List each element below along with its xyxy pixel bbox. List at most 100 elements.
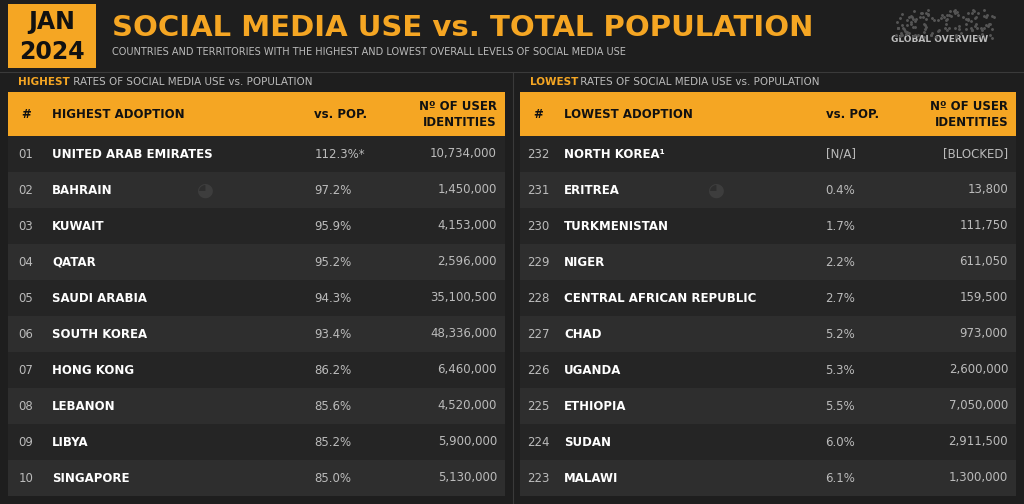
Text: 159,500: 159,500 [959,291,1008,304]
Point [903,20,920,28]
Point [891,32,907,40]
Point [936,13,952,21]
Point [982,20,998,28]
Text: 94.3%: 94.3% [314,291,351,304]
Text: UNITED ARAB EMIRATES: UNITED ARAB EMIRATES [52,148,213,160]
Text: 85.6%: 85.6% [314,400,351,412]
Bar [520,352,1016,388]
Point [966,7,982,15]
Point [918,15,934,23]
Point [949,9,966,17]
Point [893,29,909,37]
Point [902,18,919,26]
Text: SINGAPORE: SINGAPORE [52,472,129,484]
Point [950,12,967,20]
Point [908,16,925,24]
Point [980,22,996,30]
Text: 13,800: 13,800 [968,183,1008,197]
Point [914,9,931,17]
Text: #: # [22,107,31,120]
Point [895,24,911,32]
Bar [520,280,1016,316]
Text: 973,000: 973,000 [959,328,1008,341]
Point [961,15,977,23]
Text: QATAR: QATAR [52,256,96,269]
Text: 4,520,000: 4,520,000 [437,400,497,412]
Text: 97.2%: 97.2% [314,183,351,197]
Text: [N/A]: [N/A] [825,148,856,160]
Point [976,24,992,32]
Point [928,33,944,41]
Text: 0.4%: 0.4% [825,183,855,197]
Point [938,20,954,28]
Text: 230: 230 [527,220,549,232]
Point [912,9,929,17]
Point [909,31,926,39]
Text: 10,734,000: 10,734,000 [430,148,497,160]
Text: 5.3%: 5.3% [825,363,855,376]
Point [976,6,992,14]
Point [915,28,932,36]
Bar [520,92,1016,136]
Point [926,16,942,24]
Text: 85.2%: 85.2% [314,435,351,449]
Point [939,26,955,34]
Text: 6,460,000: 6,460,000 [437,363,497,376]
Point [918,21,934,29]
Bar [8,316,505,352]
Text: HIGHEST: HIGHEST [18,77,70,87]
Point [920,10,936,18]
Text: 01: 01 [18,148,34,160]
Text: 93.4%: 93.4% [314,328,351,341]
Point [959,9,976,17]
Point [906,17,923,25]
Bar [8,172,505,208]
Point [905,23,922,31]
Point [964,9,980,17]
Text: SUDAN: SUDAN [564,435,611,449]
Point [964,26,980,34]
Point [974,30,990,38]
Point [959,16,976,24]
Point [953,29,970,37]
Point [963,24,979,32]
Bar [8,136,505,172]
Text: SAUDI ARABIA: SAUDI ARABIA [52,291,147,304]
Point [918,23,934,31]
Point [925,29,941,37]
Point [967,22,983,30]
Point [981,20,997,28]
Point [973,24,989,32]
Text: 232: 232 [526,148,549,160]
Bar [520,388,1016,424]
Point [978,21,994,29]
Point [906,31,923,39]
Text: #: # [534,107,543,120]
Text: 10: 10 [18,472,34,484]
Point [901,29,918,37]
Bar [8,92,505,136]
Text: 112.3%*: 112.3%* [314,148,365,160]
Text: 95.2%: 95.2% [314,256,351,269]
Text: NIGER: NIGER [564,256,605,269]
Bar [520,316,1016,352]
Point [982,31,998,39]
Text: 5,900,000: 5,900,000 [437,435,497,449]
Bar [8,352,505,388]
Point [943,12,959,20]
Point [939,15,955,23]
Text: 06: 06 [18,328,34,341]
Point [963,17,979,25]
Text: 2,600,000: 2,600,000 [948,363,1008,376]
Text: 6.0%: 6.0% [825,435,855,449]
Text: UGANDA: UGANDA [564,363,622,376]
Point [904,13,921,21]
Point [896,25,912,33]
Text: RATES OF SOCIAL MEDIA USE vs. POPULATION: RATES OF SOCIAL MEDIA USE vs. POPULATION [577,77,819,87]
Bar [520,208,1016,244]
Text: vs. POP.: vs. POP. [825,107,879,120]
Text: 85.0%: 85.0% [314,472,351,484]
Text: HONG KONG: HONG KONG [52,363,134,376]
Point [897,27,913,35]
Point [902,13,919,21]
